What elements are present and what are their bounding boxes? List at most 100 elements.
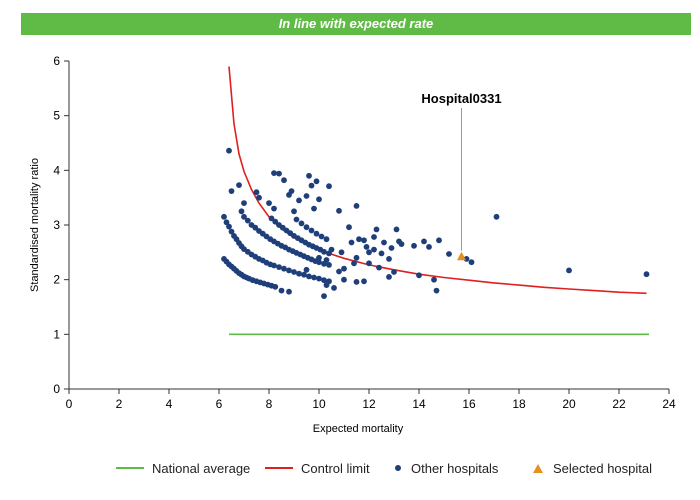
- x-tick-label: 4: [166, 397, 173, 411]
- other-hospital-point: [463, 256, 470, 262]
- other-hospital-point: [321, 277, 327, 284]
- other-hospital-point: [353, 279, 360, 285]
- other-hospital-point: [391, 269, 397, 275]
- legend-label: National average: [152, 460, 251, 476]
- annotation-label: Hospital0331: [421, 91, 501, 106]
- other-hospital-point: [266, 200, 272, 207]
- x-tick-label: 24: [662, 397, 676, 411]
- other-hospital-point: [276, 170, 282, 177]
- other-hospital-point: [272, 283, 279, 290]
- other-hospital-point: [321, 248, 327, 255]
- y-tick-label: 3: [53, 218, 60, 232]
- other-hospital-point: [378, 250, 385, 257]
- y-tick-label: 0: [53, 382, 60, 396]
- orange-triangle-swatch-icon: [533, 463, 543, 473]
- other-hospital-point: [308, 182, 315, 189]
- other-hospital-point: [371, 234, 377, 240]
- other-hospital-point: [411, 242, 417, 249]
- other-hospital-point: [566, 267, 572, 274]
- other-hospital-point: [313, 230, 320, 237]
- x-tick-label: 8: [266, 397, 273, 411]
- other-hospital-point: [388, 245, 395, 251]
- other-hospital-point: [256, 194, 262, 201]
- other-hospital-point: [393, 226, 400, 233]
- other-hospital-point: [291, 269, 297, 275]
- other-hospital-point: [366, 249, 372, 256]
- other-hospital-point: [303, 224, 310, 231]
- chart-annotations: Hospital0331: [421, 91, 502, 251]
- other-hospital-point: [288, 188, 295, 195]
- other-hospital-point: [306, 273, 312, 280]
- other-hospital-point: [281, 177, 287, 184]
- other-hospital-point: [296, 197, 302, 204]
- legend-item-control-limit: Control limit: [265, 458, 370, 478]
- legend-item-other-hospitals: Other hospitals: [395, 458, 498, 478]
- x-tick-label: 16: [462, 397, 476, 411]
- other-hospital-point: [353, 254, 360, 261]
- other-hospital-point: [321, 293, 327, 299]
- other-hospital-point: [226, 223, 232, 230]
- other-hospital-point: [398, 241, 405, 248]
- other-hospital-point: [241, 200, 247, 207]
- red-line-swatch-icon: [265, 467, 293, 469]
- chart-legend: National average Control limit Other hos…: [0, 458, 700, 478]
- other-hospital-point: [286, 267, 292, 274]
- blue-dot-swatch-icon: [395, 465, 401, 471]
- other-hospital-point: [298, 220, 305, 227]
- other-hospital-point: [303, 193, 310, 199]
- other-hospital-point: [316, 259, 322, 266]
- chart-lines: [228, 66, 649, 336]
- other-hospital-point: [311, 205, 317, 212]
- other-hospital-point: [336, 207, 342, 214]
- other-hospital-point: [238, 208, 245, 215]
- other-hospital-point: [228, 188, 235, 195]
- other-hospital-point: [433, 287, 440, 294]
- control-limit-line: [228, 66, 647, 295]
- other-hospital-point: [336, 268, 342, 275]
- other-hospital-point: [241, 213, 247, 220]
- y-tick-label: 1: [53, 327, 60, 341]
- other-hospital-point: [331, 285, 337, 291]
- chart-points: [221, 147, 650, 299]
- x-tick-label: 10: [312, 397, 326, 411]
- other-hospital-point: [373, 226, 380, 233]
- other-hospital-point: [293, 216, 300, 223]
- other-hospital-point: [328, 246, 335, 253]
- y-tick-label: 4: [53, 163, 60, 177]
- other-hospital-point: [311, 274, 317, 281]
- other-hospital-point: [276, 264, 282, 270]
- other-hospital-point: [253, 189, 260, 196]
- other-hospital-point: [341, 276, 347, 283]
- legend-item-selected-hospital: Selected hospital: [533, 458, 652, 478]
- other-hospital-point: [306, 172, 312, 179]
- other-hospital-point: [271, 170, 277, 177]
- other-hospital-point: [341, 265, 347, 272]
- other-hospital-point: [228, 228, 235, 235]
- x-tick-label: 6: [216, 397, 223, 411]
- other-hospital-point: [296, 270, 302, 277]
- other-hospital-point: [493, 213, 500, 220]
- other-hospital-point: [356, 236, 362, 243]
- other-hospital-point: [323, 257, 330, 263]
- other-hospital-point: [416, 272, 422, 279]
- other-hospital-point: [351, 260, 357, 267]
- other-hospital-point: [421, 238, 427, 245]
- y-tick-label: 6: [53, 54, 60, 68]
- x-tick-label: 0: [66, 397, 73, 411]
- other-hospital-point: [386, 274, 392, 280]
- other-hospital-point: [366, 260, 372, 267]
- other-hospital-point: [244, 217, 251, 224]
- other-hospital-point: [236, 182, 242, 189]
- x-tick-label: 22: [612, 397, 626, 411]
- other-hospital-point: [361, 278, 367, 285]
- other-hospital-point: [386, 256, 392, 262]
- legend-label: Control limit: [301, 460, 370, 476]
- y-axis-title: Standardised mortality ratio: [29, 158, 41, 292]
- other-hospital-point: [381, 239, 387, 246]
- x-tick-label: 12: [362, 397, 376, 411]
- other-hospital-point: [318, 233, 325, 240]
- other-hospital-point: [286, 288, 292, 295]
- legend-label: Other hospitals: [411, 460, 499, 476]
